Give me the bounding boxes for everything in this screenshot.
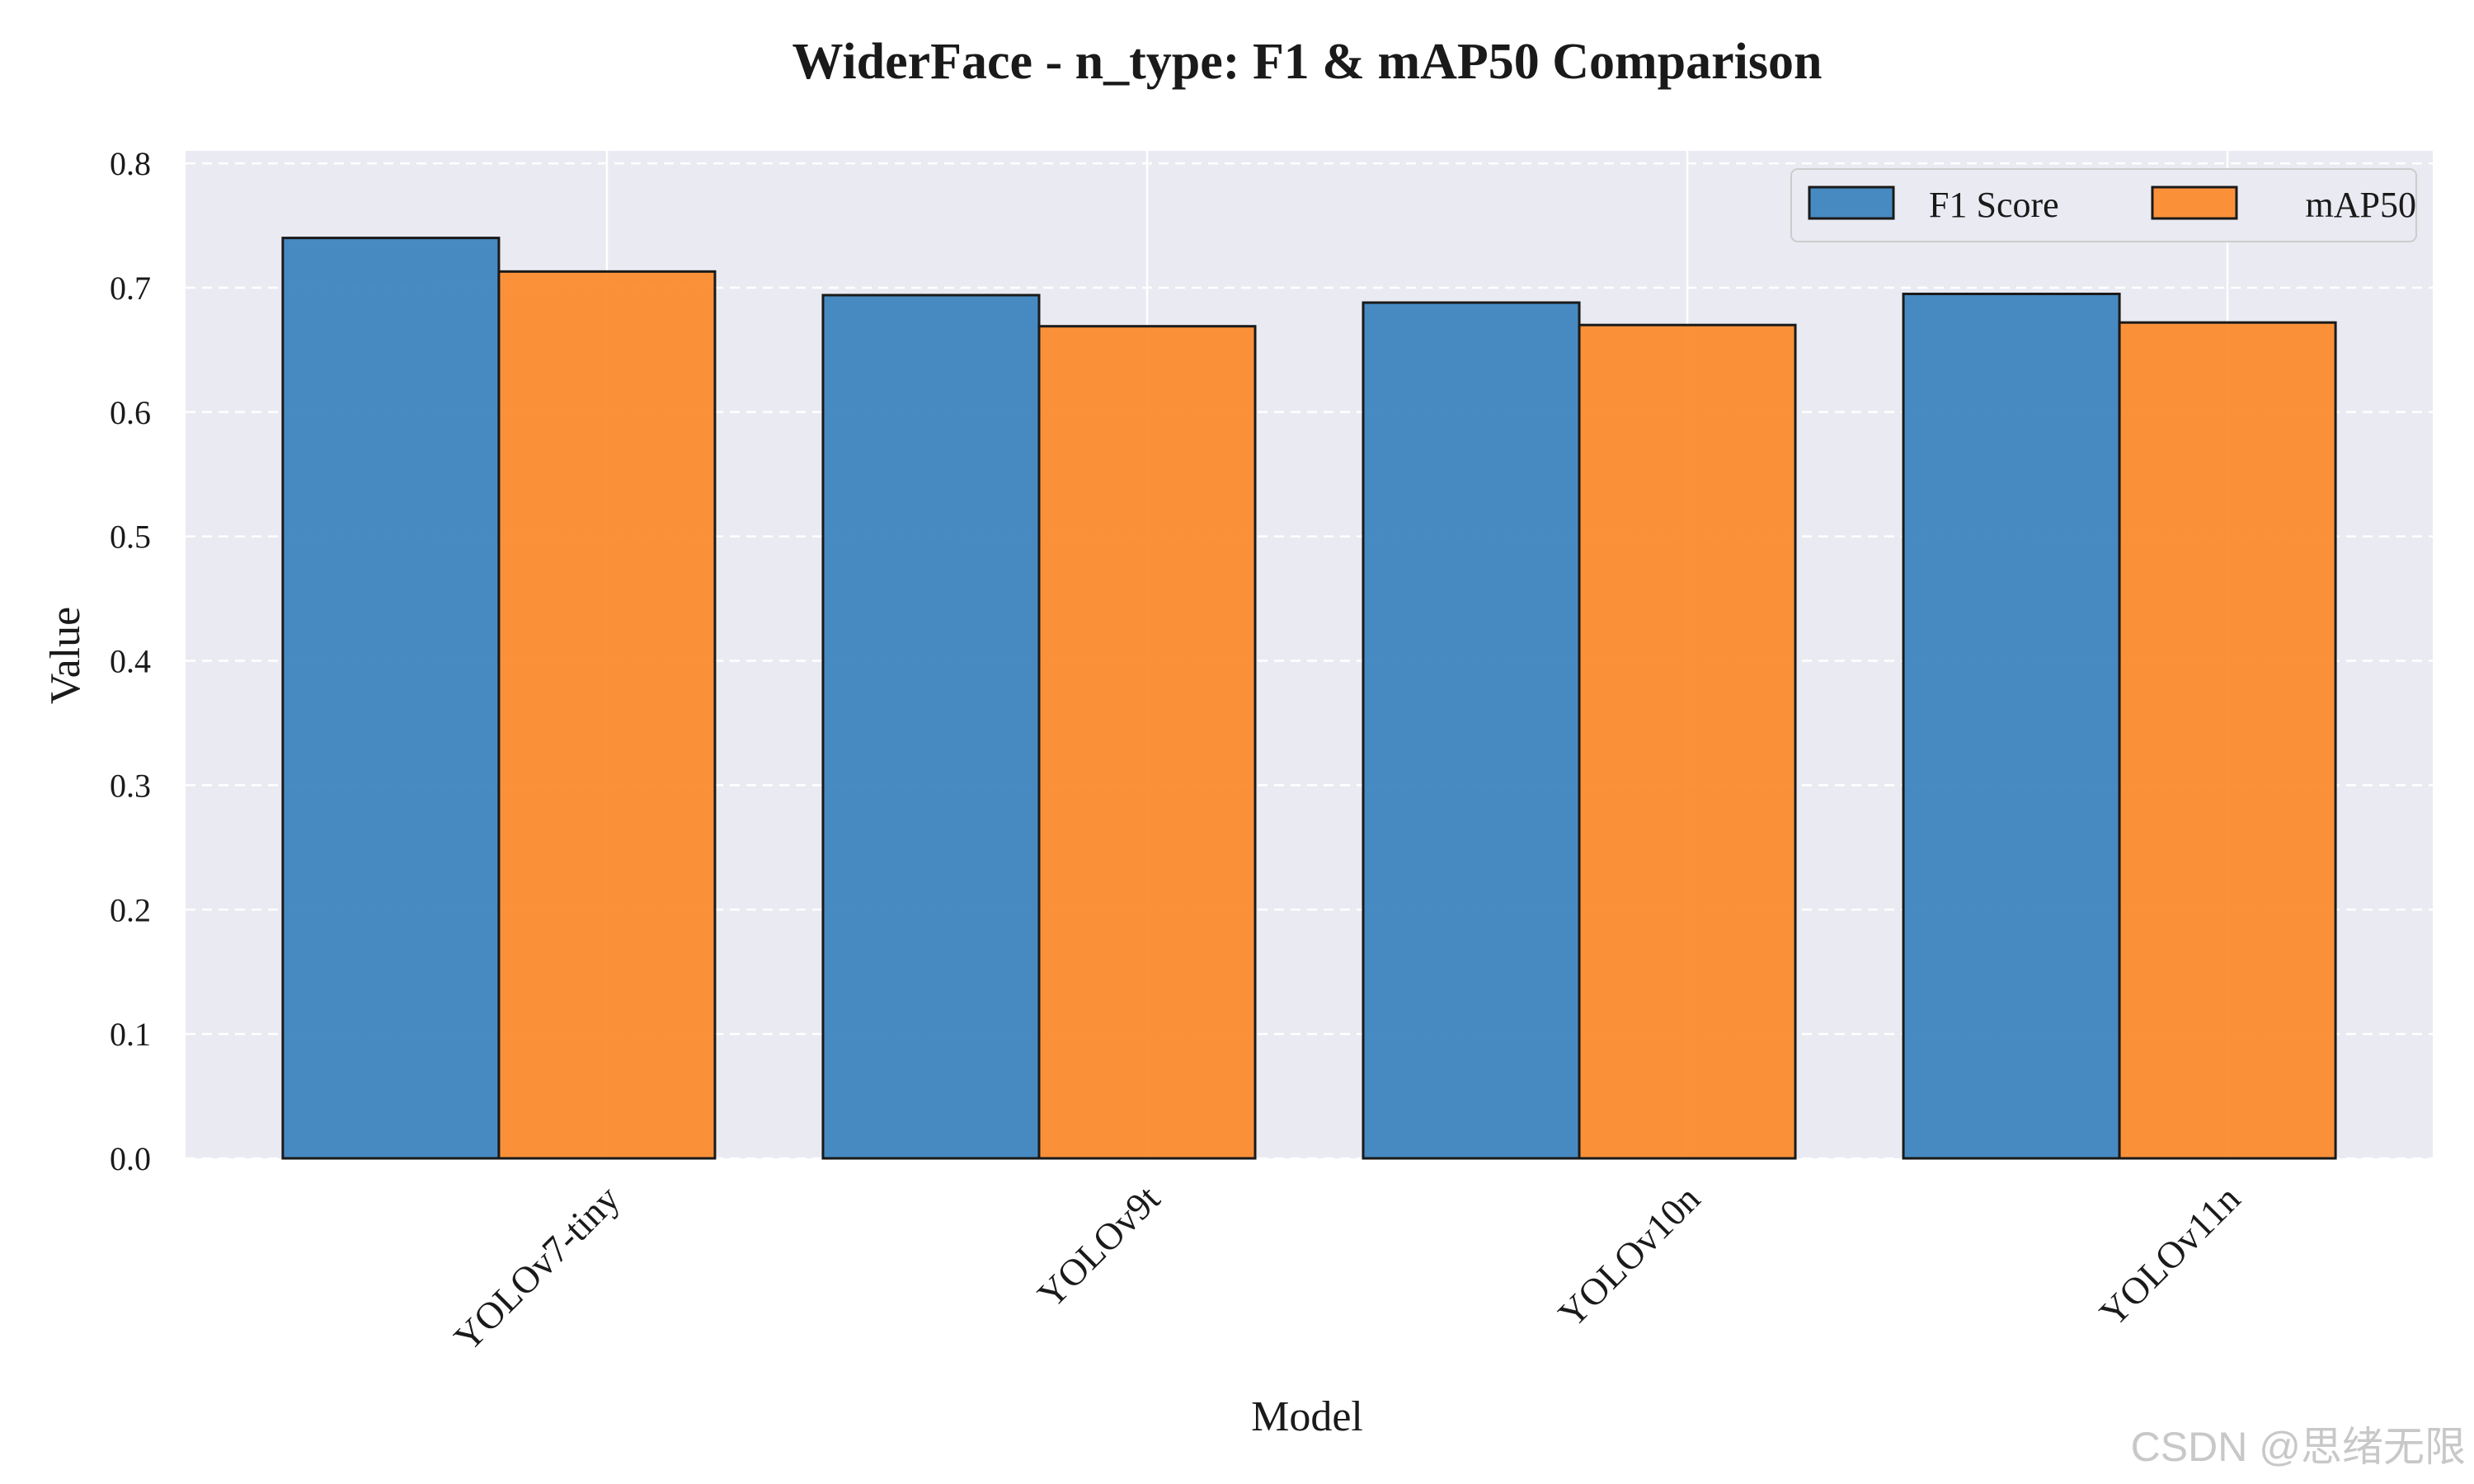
watermark: CSDN @思绪无限 bbox=[2131, 1424, 2466, 1470]
y-tick-label: 0.1 bbox=[110, 1016, 151, 1053]
y-tick-label: 0.7 bbox=[110, 270, 151, 307]
legend-label: mAP50 bbox=[2306, 185, 2416, 225]
chart-title: WiderFace - n_type: F1 & mAP50 Compariso… bbox=[792, 34, 1822, 90]
bar-f1-score-yolov7-tiny bbox=[281, 237, 501, 1160]
y-tick-label: 0.4 bbox=[110, 643, 151, 680]
x-tick-label: YOLOv11n bbox=[2091, 1177, 2248, 1334]
y-tick-label: 0.2 bbox=[110, 891, 151, 928]
bar-map50-yolov11n bbox=[2118, 321, 2337, 1160]
bar-f1-score-yolov9t bbox=[821, 294, 1041, 1160]
x-tick-label: YOLOv7-tiny bbox=[446, 1177, 628, 1359]
legend-box bbox=[1790, 168, 2417, 242]
y-tick-label: 0.8 bbox=[110, 145, 151, 182]
legend-swatch bbox=[2151, 186, 2238, 220]
y-axis-label: Value bbox=[42, 607, 89, 704]
y-tick-label: 0.0 bbox=[110, 1140, 151, 1177]
y-tick-label: 0.6 bbox=[110, 394, 151, 431]
x-axis-label: Model bbox=[1251, 1393, 1363, 1440]
x-tick-label: YOLOv10n bbox=[1550, 1177, 1708, 1335]
legend-swatch bbox=[1808, 186, 1895, 220]
legend-label: F1 Score bbox=[1929, 185, 2059, 225]
bar-map50-yolov10n bbox=[1578, 323, 1797, 1160]
bar-map50-yolov9t bbox=[1037, 325, 1257, 1160]
legend: F1 Score mAP50 bbox=[1790, 168, 2417, 242]
x-tick-label: YOLOv9t bbox=[1029, 1177, 1168, 1316]
bar-f1-score-yolov10n bbox=[1362, 301, 1581, 1160]
y-tick-label: 0.5 bbox=[110, 519, 151, 556]
bar-f1-score-yolov11n bbox=[1902, 292, 2121, 1160]
y-tick-label: 0.3 bbox=[110, 767, 151, 804]
bar-map50-yolov7-tiny bbox=[497, 270, 717, 1160]
